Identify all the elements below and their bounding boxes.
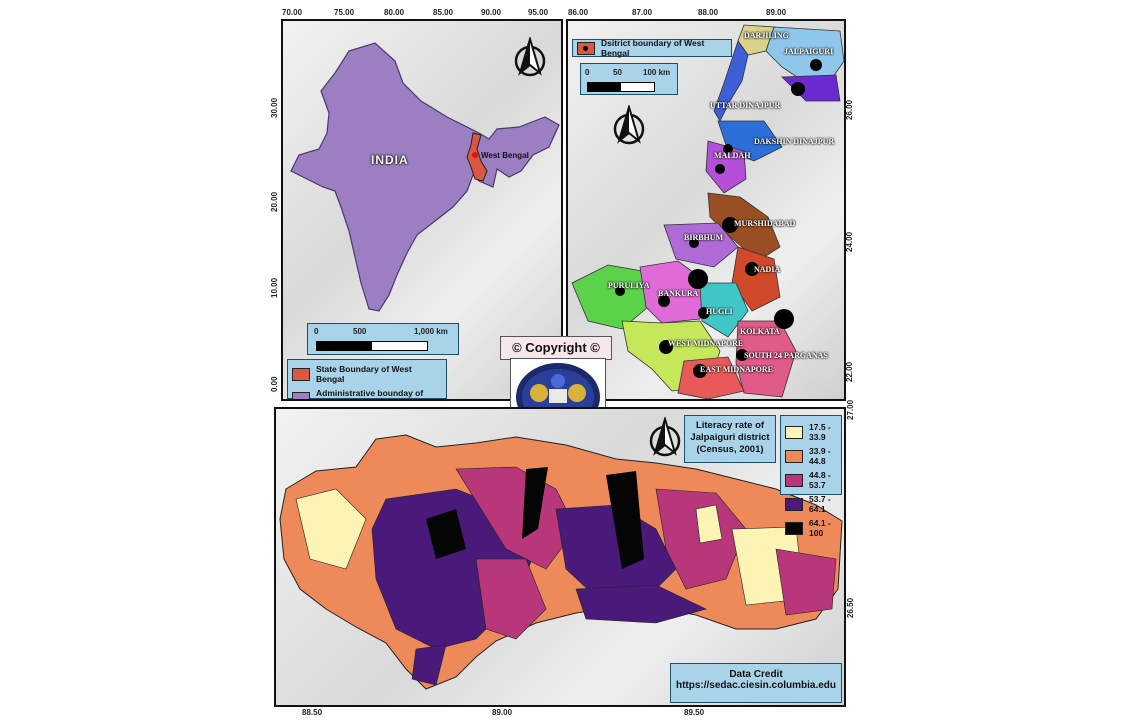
india-x-tick-85: 85.00 (433, 8, 453, 17)
label-jalpaiguri: JALPAIGURI (784, 47, 833, 56)
north-arrow-icon (513, 37, 547, 79)
data-credit-url: https://sedac.ciesin.columbia.edu (671, 680, 841, 691)
label-hugli: HUGLI (706, 307, 733, 316)
legend-label-2: 33.9 - 44.8 (809, 446, 837, 466)
india-x-tick-95: 95.00 (528, 8, 548, 17)
west-bengal-label: West Bengal (481, 151, 529, 160)
copyright-banner: © Copyright © (500, 336, 612, 360)
jalpaiguri-map-panel: Literacy rate of Jalpaiguri district (Ce… (274, 407, 846, 707)
india-legend-state: State Boundary of West Bengal (292, 364, 442, 384)
legend-swatch-5 (785, 522, 803, 535)
wb-scale-end: 100 km (643, 68, 670, 77)
india-x-tick-90: 90.00 (481, 8, 501, 17)
jalpaiguri-map-title: Literacy rate of Jalpaiguri district (Ce… (684, 415, 776, 463)
legend-label-4: 53.7 - 64.1 (809, 494, 837, 514)
wb-x-tick-89: 89.00 (766, 8, 786, 17)
wb-x-tick-88: 88.00 (698, 8, 718, 17)
legend-label-3: 44.8 - 53.7 (809, 470, 837, 490)
india-x-tick-75: 75.00 (334, 8, 354, 17)
district-east-midnapore-shape (678, 357, 744, 399)
india-y-tick-30: 30.00 (270, 98, 279, 118)
label-murshidabad: MURSHIDABAD (734, 219, 795, 228)
legend-swatch-3 (785, 474, 803, 487)
india-label: INDIA (371, 153, 409, 167)
wb-legend-label: Dsitrict boundary of West Bengal (601, 38, 731, 58)
india-legend-admin: Administrative bounday of India (292, 388, 442, 401)
label-darjiling: DARJILING (744, 31, 789, 40)
wb-x-tick-86: 86.00 (568, 8, 588, 17)
wb-scale-box: 0 50 100 km (580, 63, 678, 95)
north-arrow-icon (612, 105, 646, 147)
label-uttar-dinajpur: UTTAR DINAJPUR (710, 101, 780, 110)
jal-y-tick-26-5: 26.50 (846, 598, 855, 618)
admin-legend-label: Administrative bounday of India (316, 388, 442, 401)
india-scale-mid: 500 (353, 327, 366, 336)
india-legend: State Boundary of West Bengal Administra… (287, 359, 447, 399)
india-scale-bar (316, 341, 428, 351)
label-maldah: MALDAH (714, 151, 750, 160)
legend-swatch-4 (785, 498, 803, 511)
india-x-tick-70: 70.00 (282, 8, 302, 17)
label-south-24-parganas: SOUTH 24 PARGANAS (744, 351, 828, 360)
jal-x-tick-88-5: 88.50 (302, 708, 322, 717)
data-credit-box: Data Credit https://sedac.ciesin.columbi… (670, 663, 842, 703)
legend-swatch-1 (785, 426, 803, 439)
india-y-tick-0: 0.00 (270, 376, 279, 392)
label-nadia: NADIA (754, 265, 780, 274)
label-kolkata: KOLKATA (740, 327, 780, 336)
wb-y-tick-22: 22.00 (845, 362, 854, 382)
legend-row-2: 33.9 - 44.8 (785, 446, 837, 466)
state-swatch (292, 368, 310, 381)
west-bengal-marker (472, 152, 478, 158)
literacy-legend: 17.5 - 33.9 33.9 - 44.8 44.8 - 53.7 53.7… (780, 415, 842, 495)
legend-row-1: 17.5 - 33.9 (785, 422, 837, 442)
legend-label-1: 17.5 - 33.9 (809, 422, 837, 442)
jal-x-tick-89-5: 89.50 (684, 708, 704, 717)
label-puruliya: PURULIYA (608, 281, 650, 290)
data-credit-title: Data Credit (671, 669, 841, 680)
label-birbhum: BIRBHUM (684, 233, 723, 242)
jal-y-tick-27: 27.00 (846, 400, 855, 420)
india-y-tick-10: 10.00 (270, 278, 279, 298)
wb-scale-mid: 50 (613, 68, 622, 77)
wb-legend: Dsitrict boundary of West Bengal (572, 39, 732, 57)
legend-row-3: 44.8 - 53.7 (785, 470, 837, 490)
legend-swatch-2 (785, 450, 803, 463)
india-scale-zero: 0 (314, 327, 318, 336)
legend-label-5: 64.1 - 100 (809, 518, 837, 538)
legend-row-4: 53.7 - 64.1 (785, 494, 837, 514)
wb-scale-zero: 0 (585, 68, 589, 77)
district-puruliya-shape (572, 265, 648, 329)
wb-y-tick-24: 24.00 (845, 232, 854, 252)
india-x-tick-80: 80.00 (384, 8, 404, 17)
label-bankura: BANKURA (658, 289, 698, 298)
legend-row-5: 64.1 - 100 (785, 518, 837, 538)
india-scale-end: 1,000 km (414, 327, 448, 336)
north-arrow-icon (648, 417, 682, 459)
wb-scale-bar (587, 82, 655, 92)
label-dakshin-dinajpur: DAKSHIN DINAJPUR (754, 137, 834, 146)
india-scale-box: 0 500 1,000 km (307, 323, 459, 355)
state-legend-label: State Boundary of West Bengal (316, 364, 442, 384)
india-y-tick-20: 20.00 (270, 192, 279, 212)
wb-x-tick-87: 87.00 (632, 8, 652, 17)
india-outline (291, 43, 559, 311)
label-west-midnapore: WEST MIDNAPORE (668, 339, 743, 348)
admin-swatch (292, 392, 310, 402)
label-east-midnapore: EAST MIDNAPORE (700, 365, 773, 374)
wb-y-tick-26: 26.00 (845, 100, 854, 120)
district-swatch (577, 42, 595, 55)
jal-x-tick-89: 89.00 (492, 708, 512, 717)
